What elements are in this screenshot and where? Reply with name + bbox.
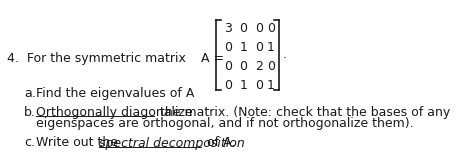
Text: 0: 0	[267, 59, 275, 73]
Text: of A.: of A.	[203, 136, 236, 150]
Text: 0: 0	[255, 22, 263, 35]
Text: .: .	[283, 47, 287, 60]
Text: spectral decomposition: spectral decomposition	[99, 136, 244, 150]
Text: Write out the: Write out the	[36, 136, 122, 150]
Text: eigenspaces are orthogonal, and if not orthogonalize them).: eigenspaces are orthogonal, and if not o…	[36, 118, 414, 130]
Text: 0: 0	[239, 22, 247, 35]
Text: 1: 1	[239, 41, 247, 53]
Text: c.: c.	[24, 136, 35, 150]
Text: 1: 1	[267, 41, 274, 53]
Text: 4.  For the symmetric matrix: 4. For the symmetric matrix	[7, 51, 194, 65]
Text: A =: A =	[201, 51, 224, 65]
Text: 3: 3	[224, 22, 232, 35]
Text: 0: 0	[255, 41, 263, 53]
Text: 0: 0	[224, 41, 232, 53]
Text: 1: 1	[239, 79, 247, 91]
Text: b.: b.	[24, 106, 36, 119]
Text: the matrix. (Note: check that the bases of any: the matrix. (Note: check that the bases …	[156, 106, 450, 119]
Text: Orthogonally diagonalize: Orthogonally diagonalize	[36, 106, 193, 119]
Text: 0: 0	[267, 22, 275, 35]
Text: 1: 1	[267, 79, 274, 91]
Text: 2: 2	[255, 59, 263, 73]
Text: 0: 0	[255, 79, 263, 91]
Text: a.: a.	[24, 86, 36, 99]
Text: 0: 0	[224, 59, 232, 73]
Text: 0: 0	[239, 59, 247, 73]
Text: Find the eigenvalues of A: Find the eigenvalues of A	[36, 86, 194, 99]
Text: 0: 0	[224, 79, 232, 91]
